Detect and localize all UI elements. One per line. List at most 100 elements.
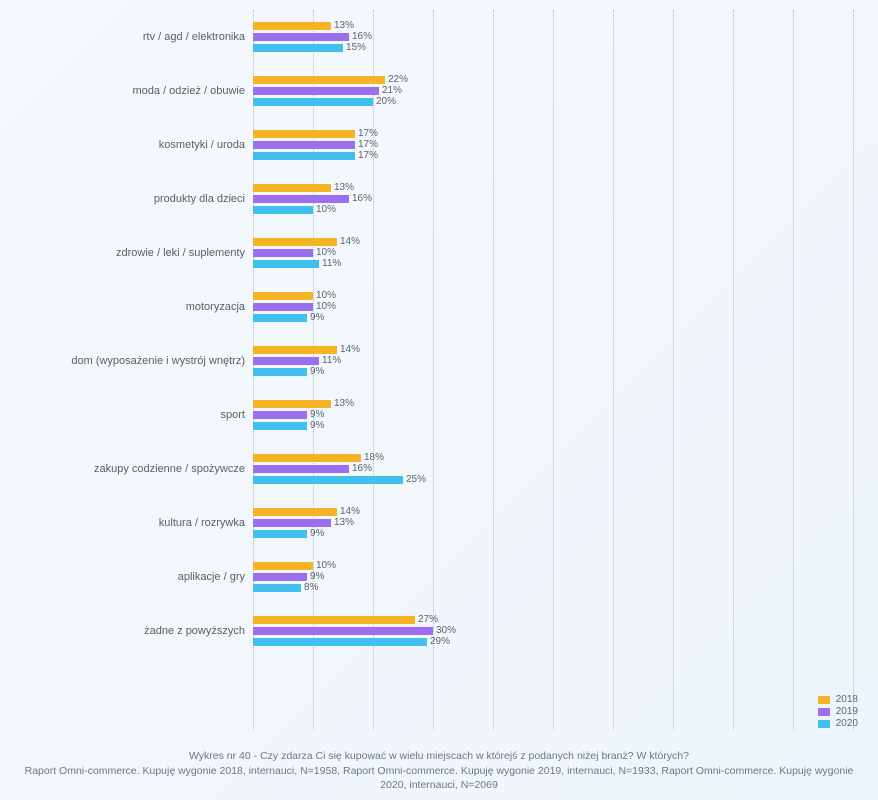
bar <box>253 238 337 246</box>
bar-value-label: 9% <box>310 573 324 581</box>
bar-value-label: 25% <box>406 476 426 484</box>
bar-value-label: 10% <box>316 249 336 257</box>
legend-swatch <box>818 720 830 728</box>
bar <box>253 454 361 462</box>
gridline <box>493 10 494 730</box>
bar-value-label: 13% <box>334 400 354 408</box>
bar-value-label: 8% <box>304 584 318 592</box>
chart-region: rtv / agd / elektronika 13% 16% 15% moda / o… <box>0 10 878 730</box>
gridline <box>613 10 614 730</box>
gridline <box>793 10 794 730</box>
bar-value-label: 13% <box>334 519 354 527</box>
bar-value-label: 22% <box>388 76 408 84</box>
bar <box>253 638 427 646</box>
bar <box>253 33 349 41</box>
caption-title: Wykres nr 40 - Czy zdarza Ci się kupować… <box>20 749 858 763</box>
legend-item: 2019 <box>818 706 858 717</box>
bar-value-label: 9% <box>310 530 324 538</box>
bar <box>253 519 331 527</box>
bar <box>253 292 313 300</box>
bar <box>253 357 319 365</box>
bar-value-label: 16% <box>352 195 372 203</box>
bar <box>253 314 307 322</box>
legend-item: 2020 <box>818 718 858 729</box>
bar <box>253 249 313 257</box>
category-label: kultura / rozrywka <box>0 517 253 529</box>
bar-value-label: 15% <box>346 44 366 52</box>
bar-value-label: 9% <box>310 422 324 430</box>
legend-label: 2019 <box>836 706 858 717</box>
bar-value-label: 20% <box>376 98 396 106</box>
category-label: sport <box>0 409 253 421</box>
bar-value-label: 17% <box>358 141 378 149</box>
chart-caption: Wykres nr 40 - Czy zdarza Ci się kupować… <box>20 749 858 792</box>
bar-value-label: 13% <box>334 22 354 30</box>
bar <box>253 303 313 311</box>
legend-swatch <box>818 696 830 704</box>
caption-source: Raport Omni-commerce. Kupuję wygonie 201… <box>20 764 858 792</box>
legend-item: 2018 <box>818 694 858 705</box>
bar-value-label: 13% <box>334 184 354 192</box>
category-label: zdrowie / leki / suplementy <box>0 247 253 259</box>
bar <box>253 562 313 570</box>
bar <box>253 584 301 592</box>
bar <box>253 195 349 203</box>
bar-value-label: 11% <box>322 357 341 365</box>
category-label: zakupy codzienne / spożywcze <box>0 463 253 475</box>
bar <box>253 346 337 354</box>
bar <box>253 87 379 95</box>
bar-value-label: 29% <box>430 638 450 646</box>
category-label: motoryzacja <box>0 301 253 313</box>
bar <box>253 573 307 581</box>
bar-value-label: 9% <box>310 368 324 376</box>
bar <box>253 44 343 52</box>
category-label: dom (wyposażenie i wystrój wnętrz) <box>0 355 253 367</box>
legend-label: 2020 <box>836 718 858 729</box>
legend-swatch <box>818 708 830 716</box>
bar-value-label: 16% <box>352 33 372 41</box>
bar <box>253 616 415 624</box>
bar <box>253 411 307 419</box>
bar <box>253 422 307 430</box>
category-label: produkty dla dzieci <box>0 193 253 205</box>
bar <box>253 130 355 138</box>
bar-value-label: 11% <box>322 260 341 268</box>
bar <box>253 98 373 106</box>
bar <box>253 206 313 214</box>
category-label: rtv / agd / elektronika <box>0 31 253 43</box>
category-label: kosmetyki / uroda <box>0 139 253 151</box>
bar-value-label: 17% <box>358 152 378 160</box>
bar-value-label: 10% <box>316 562 336 570</box>
legend-label: 2018 <box>836 694 858 705</box>
bar-value-label: 10% <box>316 303 336 311</box>
gridline <box>853 10 854 730</box>
bar-value-label: 14% <box>340 346 360 354</box>
bar-value-label: 16% <box>352 465 372 473</box>
bar <box>253 627 433 635</box>
category-label: aplikacje / gry <box>0 571 253 583</box>
gridline <box>673 10 674 730</box>
bar-value-label: 14% <box>340 508 360 516</box>
bar-value-label: 30% <box>436 627 456 635</box>
bar <box>253 530 307 538</box>
bar-value-label: 14% <box>340 238 360 246</box>
gridline <box>733 10 734 730</box>
bar-value-label: 10% <box>316 292 336 300</box>
bar <box>253 368 307 376</box>
bar <box>253 184 331 192</box>
bar-value-label: 10% <box>316 206 336 214</box>
gridline <box>553 10 554 730</box>
bar-value-label: 18% <box>364 454 384 462</box>
bar <box>253 465 349 473</box>
bar-value-label: 27% <box>418 616 438 624</box>
bar <box>253 22 331 30</box>
bar-value-label: 9% <box>310 314 324 322</box>
category-label: moda / odzież / obuwie <box>0 85 253 97</box>
bar <box>253 508 337 516</box>
legend: 201820192020 <box>818 693 858 730</box>
category-label: żadne z powyższych <box>0 625 253 637</box>
bar-value-label: 9% <box>310 411 324 419</box>
bar-value-label: 21% <box>382 87 402 95</box>
bar-value-label: 17% <box>358 130 378 138</box>
bar <box>253 260 319 268</box>
